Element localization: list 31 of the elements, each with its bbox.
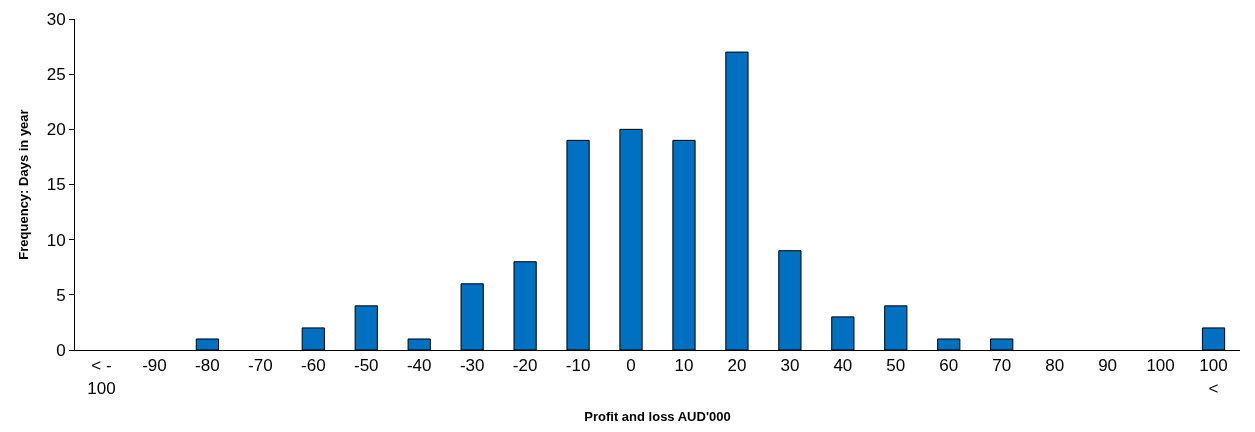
x-axis-title: Profit and loss AUD'000 <box>584 409 731 425</box>
x-tick-label: < - 100 <box>87 356 116 398</box>
x-tick-label: -50 <box>353 356 379 376</box>
x-tick-label: 10 <box>674 356 694 376</box>
y-tick-label: 10 <box>46 230 66 250</box>
x-tick-label: 80 <box>1045 356 1065 376</box>
x-tick-label: 70 <box>992 356 1012 376</box>
y-axis-title: Frequency: Days in year <box>15 109 31 260</box>
x-tick-label: -80 <box>195 356 220 376</box>
y-tick-label: 30 <box>46 9 66 29</box>
x-tick-label: 100 < <box>1199 356 1228 398</box>
x-tick-label: -60 <box>301 356 326 376</box>
x-tick-label: 90 <box>1098 356 1118 376</box>
x-tick-label: 40 <box>833 356 853 376</box>
x-tick-label: -40 <box>406 356 432 376</box>
x-tick-label: -20 <box>512 356 538 376</box>
y-tick-label: 25 <box>46 65 66 85</box>
y-tick-label: 0 <box>56 340 66 360</box>
x-tick-label: 100 <box>1146 356 1175 376</box>
y-tick-label: 5 <box>56 285 66 305</box>
x-tick-label: 60 <box>939 356 959 376</box>
x-tick-label: 0 <box>626 356 636 376</box>
x-tick-label: -30 <box>459 356 485 376</box>
x-tick-label: -10 <box>565 356 591 376</box>
x-tick-label: -90 <box>142 356 167 376</box>
x-tick-label: 20 <box>727 356 747 376</box>
x-tick-label: 30 <box>780 356 800 376</box>
y-tick-label: 20 <box>46 120 66 140</box>
x-tick-label: 50 <box>886 356 906 376</box>
x-tick-label: -70 <box>248 356 273 376</box>
y-tick-label: 15 <box>46 175 66 195</box>
